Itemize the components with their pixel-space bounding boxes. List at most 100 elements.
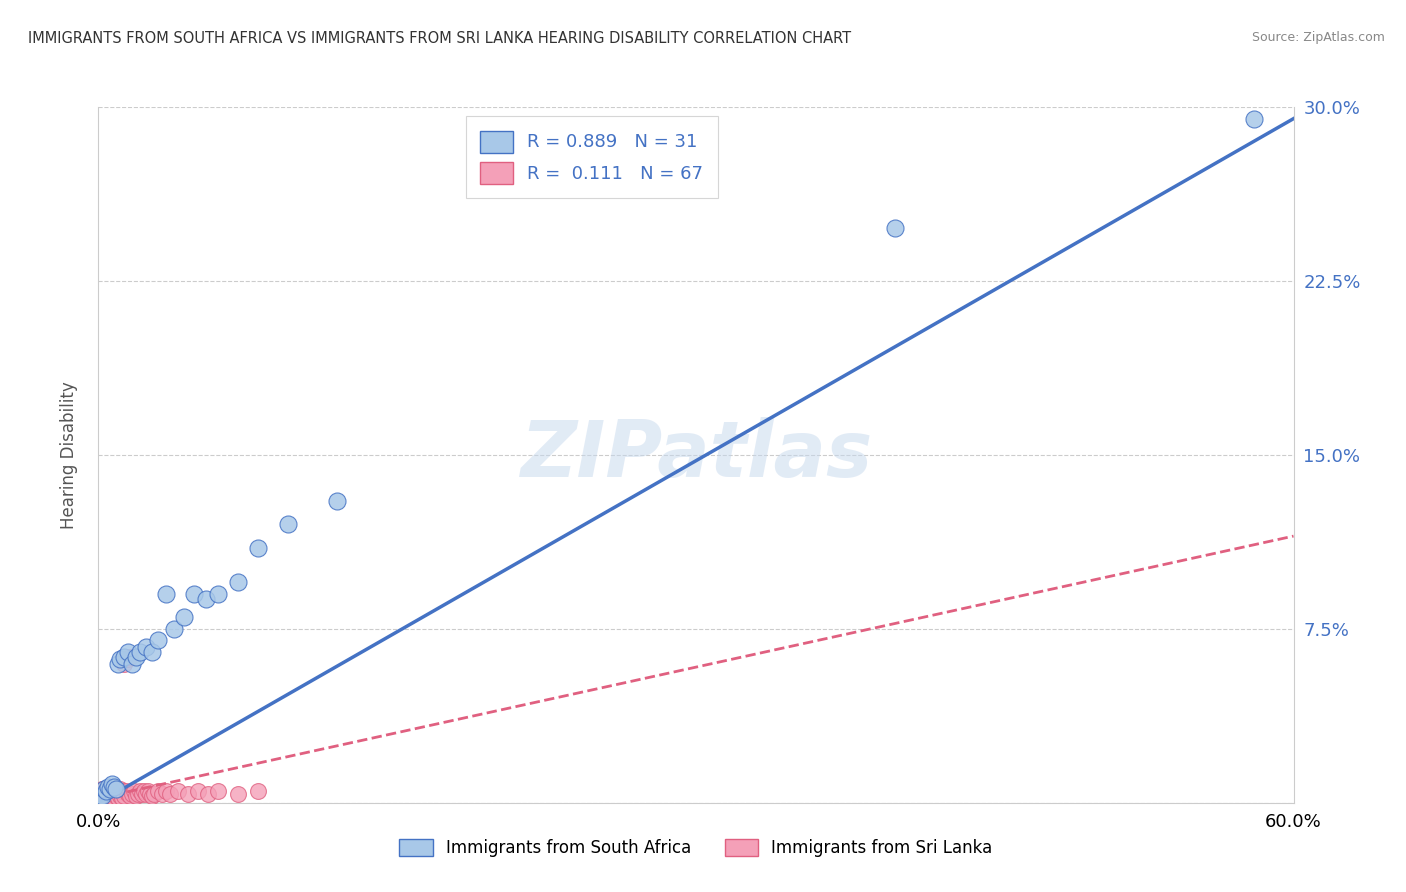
Point	[115, 784, 138, 798]
Point	[117, 652, 139, 666]
Point	[96, 787, 118, 801]
Point	[226, 575, 249, 590]
Point	[103, 791, 125, 805]
Point	[111, 791, 134, 805]
Point	[87, 789, 110, 803]
Point	[96, 791, 118, 805]
Point	[110, 781, 132, 796]
Point	[120, 649, 142, 664]
Point	[183, 587, 205, 601]
Point	[177, 787, 200, 801]
Point	[121, 657, 143, 671]
Point	[277, 517, 299, 532]
Point	[143, 787, 166, 801]
Text: ZIPatlas: ZIPatlas	[520, 417, 872, 493]
Point	[105, 789, 128, 803]
Point	[1243, 112, 1265, 126]
Point	[111, 784, 134, 798]
Point	[91, 789, 114, 803]
Point	[110, 652, 132, 666]
Point	[173, 610, 195, 624]
Point	[93, 781, 115, 796]
Point	[91, 787, 114, 801]
Point	[98, 781, 122, 796]
Point	[207, 784, 229, 798]
Point	[89, 787, 111, 801]
Point	[141, 789, 163, 803]
Point	[97, 784, 120, 798]
Point	[135, 640, 157, 655]
Point	[187, 784, 209, 798]
Point	[101, 780, 124, 794]
Point	[125, 789, 148, 803]
Point	[112, 649, 135, 664]
Point	[226, 787, 249, 801]
Legend: Immigrants from South Africa, Immigrants from Sri Lanka: Immigrants from South Africa, Immigrants…	[392, 832, 1000, 864]
Point	[93, 793, 115, 807]
Point	[136, 784, 159, 798]
Point	[107, 791, 129, 805]
Point	[103, 780, 125, 794]
Point	[155, 784, 177, 798]
Point	[134, 784, 156, 798]
Point	[131, 787, 153, 801]
Point	[93, 789, 115, 803]
Point	[93, 784, 115, 798]
Point	[884, 220, 907, 235]
Point	[97, 780, 120, 794]
Point	[246, 541, 269, 555]
Point	[91, 789, 114, 803]
Point	[195, 591, 218, 606]
Point	[89, 784, 111, 798]
Point	[97, 791, 120, 805]
Point	[98, 789, 122, 803]
Point	[107, 657, 129, 671]
Point	[117, 787, 139, 801]
Point	[89, 789, 111, 803]
Point	[141, 645, 163, 659]
Text: IMMIGRANTS FROM SOUTH AFRICA VS IMMIGRANTS FROM SRI LANKA HEARING DISABILITY COR: IMMIGRANTS FROM SOUTH AFRICA VS IMMIGRAN…	[28, 31, 851, 46]
Point	[96, 784, 118, 798]
Y-axis label: Hearing Disability: Hearing Disability	[59, 381, 77, 529]
Point	[139, 787, 162, 801]
Point	[96, 781, 118, 796]
Point	[148, 633, 170, 648]
Point	[159, 787, 181, 801]
Point	[125, 649, 148, 664]
Point	[98, 781, 122, 796]
Point	[129, 645, 152, 659]
Point	[129, 784, 152, 798]
Point	[89, 789, 111, 803]
Point	[107, 784, 129, 798]
Point	[105, 781, 128, 796]
Point	[98, 793, 122, 807]
Point	[93, 781, 115, 796]
Point	[101, 777, 124, 791]
Point	[101, 787, 124, 801]
Point	[112, 657, 135, 671]
Point	[155, 587, 177, 601]
Point	[120, 789, 142, 803]
Point	[103, 784, 125, 798]
Point	[87, 791, 110, 805]
Point	[197, 787, 219, 801]
Point	[207, 587, 229, 601]
Text: Source: ZipAtlas.com: Source: ZipAtlas.com	[1251, 31, 1385, 45]
Point	[89, 793, 111, 807]
Point	[97, 789, 120, 803]
Point	[135, 787, 157, 801]
Point	[326, 494, 349, 508]
Point	[110, 789, 132, 803]
Point	[105, 781, 128, 796]
Point	[101, 791, 124, 805]
Point	[246, 784, 269, 798]
Point	[117, 645, 139, 659]
Point	[150, 787, 173, 801]
Point	[167, 784, 190, 798]
Point	[148, 784, 170, 798]
Point	[163, 622, 186, 636]
Point	[127, 787, 149, 801]
Point	[91, 791, 114, 805]
Point	[121, 787, 143, 801]
Point	[91, 781, 114, 796]
